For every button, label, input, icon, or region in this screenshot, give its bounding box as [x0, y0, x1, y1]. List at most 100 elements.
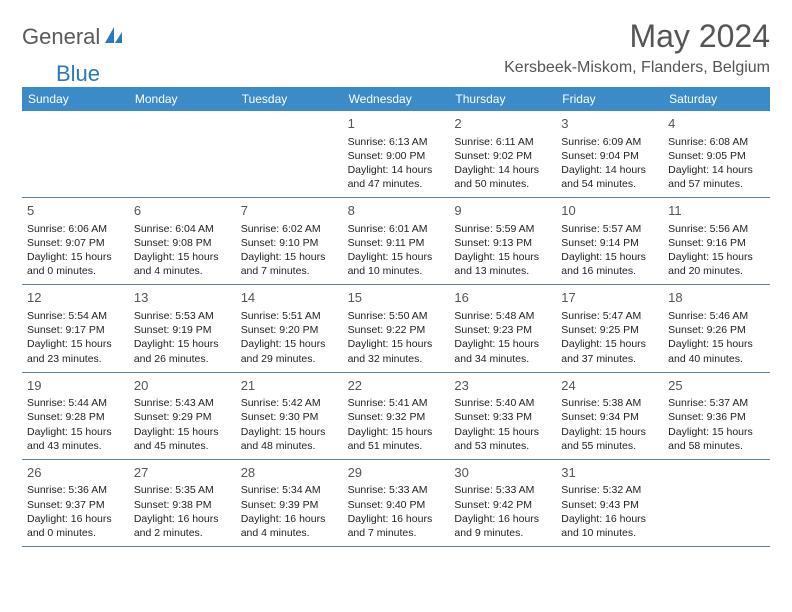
- sunset-text: Sunset: 9:38 PM: [134, 498, 231, 512]
- title-block: May 2024 Kersbeek-Miskom, Flanders, Belg…: [504, 18, 770, 77]
- daylight-text: Daylight: 15 hours and 53 minutes.: [454, 425, 551, 453]
- day-number: 22: [348, 377, 445, 395]
- sunrise-text: Sunrise: 5:46 AM: [668, 309, 765, 323]
- daylight-text: Daylight: 15 hours and 37 minutes.: [561, 337, 658, 365]
- day-number: 2: [454, 115, 551, 133]
- day-cell: 13Sunrise: 5:53 AMSunset: 9:19 PMDayligh…: [129, 285, 236, 372]
- day-cell: 12Sunrise: 5:54 AMSunset: 9:17 PMDayligh…: [22, 285, 129, 372]
- sunrise-text: Sunrise: 6:08 AM: [668, 135, 765, 149]
- weekday-sunday: Sunday: [22, 87, 129, 111]
- weekday-wednesday: Wednesday: [343, 87, 450, 111]
- day-number: 8: [348, 202, 445, 220]
- day-cell: 26Sunrise: 5:36 AMSunset: 9:37 PMDayligh…: [22, 460, 129, 547]
- day-number: 24: [561, 377, 658, 395]
- day-number: 26: [27, 464, 124, 482]
- logo-text-general: General: [22, 24, 100, 50]
- day-number: 12: [27, 289, 124, 307]
- daylight-text: Daylight: 15 hours and 55 minutes.: [561, 425, 658, 453]
- daylight-text: Daylight: 15 hours and 51 minutes.: [348, 425, 445, 453]
- sunrise-text: Sunrise: 6:02 AM: [241, 222, 338, 236]
- day-cell: 3Sunrise: 6:09 AMSunset: 9:04 PMDaylight…: [556, 111, 663, 198]
- day-number: 29: [348, 464, 445, 482]
- sunrise-text: Sunrise: 5:42 AM: [241, 396, 338, 410]
- sunrise-text: Sunrise: 5:43 AM: [134, 396, 231, 410]
- sunset-text: Sunset: 9:16 PM: [668, 236, 765, 250]
- day-cell: 17Sunrise: 5:47 AMSunset: 9:25 PMDayligh…: [556, 285, 663, 372]
- sunrise-text: Sunrise: 6:06 AM: [27, 222, 124, 236]
- weekday-tuesday: Tuesday: [236, 87, 343, 111]
- sunrise-text: Sunrise: 5:40 AM: [454, 396, 551, 410]
- sunset-text: Sunset: 9:26 PM: [668, 323, 765, 337]
- sunset-text: Sunset: 9:39 PM: [241, 498, 338, 512]
- day-number: 31: [561, 464, 658, 482]
- sunrise-text: Sunrise: 5:48 AM: [454, 309, 551, 323]
- sunset-text: Sunset: 9:14 PM: [561, 236, 658, 250]
- sunset-text: Sunset: 9:34 PM: [561, 410, 658, 424]
- sunset-text: Sunset: 9:17 PM: [27, 323, 124, 337]
- sunset-text: Sunset: 9:22 PM: [348, 323, 445, 337]
- day-cell: 18Sunrise: 5:46 AMSunset: 9:26 PMDayligh…: [663, 285, 770, 372]
- day-cell: 14Sunrise: 5:51 AMSunset: 9:20 PMDayligh…: [236, 285, 343, 372]
- weekday-saturday: Saturday: [663, 87, 770, 111]
- daylight-text: Daylight: 15 hours and 32 minutes.: [348, 337, 445, 365]
- daylight-text: Daylight: 15 hours and 7 minutes.: [241, 250, 338, 278]
- day-cell: 19Sunrise: 5:44 AMSunset: 9:28 PMDayligh…: [22, 373, 129, 460]
- logo: General: [22, 18, 126, 50]
- sunrise-text: Sunrise: 5:57 AM: [561, 222, 658, 236]
- sunset-text: Sunset: 9:20 PM: [241, 323, 338, 337]
- day-cell: 15Sunrise: 5:50 AMSunset: 9:22 PMDayligh…: [343, 285, 450, 372]
- day-cell: 30Sunrise: 5:33 AMSunset: 9:42 PMDayligh…: [449, 460, 556, 547]
- sunset-text: Sunset: 9:02 PM: [454, 149, 551, 163]
- daylight-text: Daylight: 15 hours and 48 minutes.: [241, 425, 338, 453]
- day-cell: 4Sunrise: 6:08 AMSunset: 9:05 PMDaylight…: [663, 111, 770, 198]
- day-cell: 9Sunrise: 5:59 AMSunset: 9:13 PMDaylight…: [449, 198, 556, 285]
- daylight-text: Daylight: 14 hours and 47 minutes.: [348, 163, 445, 191]
- daylight-text: Daylight: 15 hours and 23 minutes.: [27, 337, 124, 365]
- day-cell: 2Sunrise: 6:11 AMSunset: 9:02 PMDaylight…: [449, 111, 556, 198]
- sunset-text: Sunset: 9:37 PM: [27, 498, 124, 512]
- sunrise-text: Sunrise: 5:50 AM: [348, 309, 445, 323]
- daylight-text: Daylight: 15 hours and 40 minutes.: [668, 337, 765, 365]
- weekday-monday: Monday: [129, 87, 236, 111]
- sunset-text: Sunset: 9:29 PM: [134, 410, 231, 424]
- month-title: May 2024: [504, 18, 770, 55]
- sunset-text: Sunset: 9:07 PM: [27, 236, 124, 250]
- day-number: 4: [668, 115, 765, 133]
- day-number: 17: [561, 289, 658, 307]
- daylight-text: Daylight: 15 hours and 4 minutes.: [134, 250, 231, 278]
- day-cell: 28Sunrise: 5:34 AMSunset: 9:39 PMDayligh…: [236, 460, 343, 547]
- day-number: 3: [561, 115, 658, 133]
- daylight-text: Daylight: 14 hours and 50 minutes.: [454, 163, 551, 191]
- daylight-text: Daylight: 15 hours and 29 minutes.: [241, 337, 338, 365]
- sunset-text: Sunset: 9:05 PM: [668, 149, 765, 163]
- daylight-text: Daylight: 15 hours and 58 minutes.: [668, 425, 765, 453]
- day-number: 20: [134, 377, 231, 395]
- day-cell: 7 Sunrise: 6:02 AMSunset: 9:10 PMDaylight…: [236, 198, 343, 285]
- sunrise-text: Sunrise: 5:59 AM: [454, 222, 551, 236]
- day-number: 11: [668, 202, 765, 220]
- day-cell: 5Sunrise: 6:06 AMSunset: 9:07 PMDaylight…: [22, 198, 129, 285]
- weekday-header: Sunday Monday Tuesday Wednesday Thursday…: [22, 87, 770, 111]
- daylight-text: Daylight: 15 hours and 20 minutes.: [668, 250, 765, 278]
- day-cell: 24Sunrise: 5:38 AMSunset: 9:34 PMDayligh…: [556, 373, 663, 460]
- sunset-text: Sunset: 9:30 PM: [241, 410, 338, 424]
- empty-cell: [663, 460, 770, 547]
- day-cell: 27Sunrise: 5:35 AMSunset: 9:38 PMDayligh…: [129, 460, 236, 547]
- day-number: 21: [241, 377, 338, 395]
- day-number: 7: [241, 202, 338, 220]
- daylight-text: Daylight: 15 hours and 16 minutes.: [561, 250, 658, 278]
- empty-cell: [236, 111, 343, 198]
- day-cell: 6Sunrise: 6:04 AMSunset: 9:08 PMDaylight…: [129, 198, 236, 285]
- sunset-text: Sunset: 9:10 PM: [241, 236, 338, 250]
- logo-text-blue: Blue: [56, 61, 100, 87]
- sunrise-text: Sunrise: 5:32 AM: [561, 483, 658, 497]
- day-cell: 1Sunrise: 6:13 AMSunset: 9:00 PMDaylight…: [343, 111, 450, 198]
- location-text: Kersbeek-Miskom, Flanders, Belgium: [504, 59, 770, 77]
- sunrise-text: Sunrise: 6:04 AM: [134, 222, 231, 236]
- daylight-text: Daylight: 16 hours and 9 minutes.: [454, 512, 551, 540]
- day-cell: 25Sunrise: 5:37 AMSunset: 9:36 PMDayligh…: [663, 373, 770, 460]
- weekday-thursday: Thursday: [449, 87, 556, 111]
- day-cell: 10Sunrise: 5:57 AMSunset: 9:14 PMDayligh…: [556, 198, 663, 285]
- sunset-text: Sunset: 9:40 PM: [348, 498, 445, 512]
- daylight-text: Daylight: 15 hours and 0 minutes.: [27, 250, 124, 278]
